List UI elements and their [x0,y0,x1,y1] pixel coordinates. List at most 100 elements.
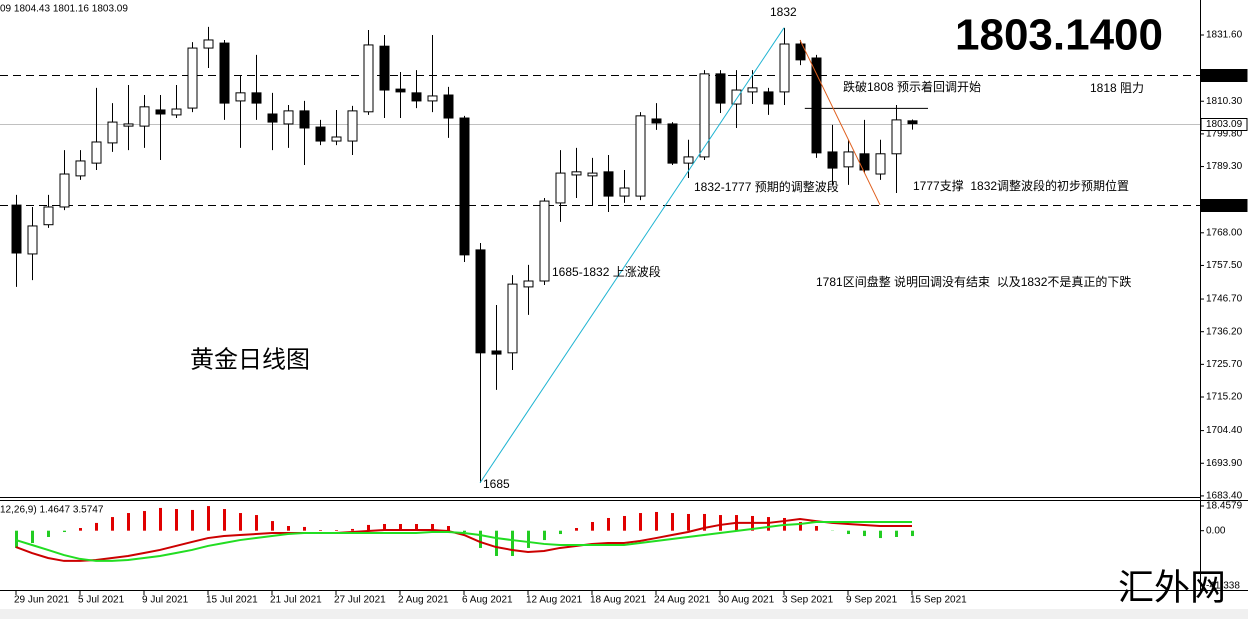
candle-body [907,120,918,125]
x-tick-label: 9 Sep 2021 [846,595,898,606]
candle-body [267,113,278,123]
x-tick-label: 2 Aug 2021 [398,595,449,606]
histogram-bar [719,515,722,531]
candle-body [459,117,470,256]
histogram-bar [895,530,898,537]
histogram-bar [863,530,866,537]
candle-body [491,350,502,355]
candle-body [43,206,54,226]
price-level-box [1200,199,1248,212]
candle-body [475,249,486,354]
histogram-bar [559,530,562,535]
candle-body [571,171,582,176]
candle-body [699,73,710,158]
price-level-box [1200,69,1248,82]
candle-body [379,45,390,91]
x-tick-label: 15 Sep 2021 [910,595,967,606]
y-tick-label: 1810.30 [1206,96,1243,107]
x-tick-label: 21 Jul 2021 [270,595,322,606]
x-tick-label: 12 Aug 2021 [526,595,583,606]
x-tick-label: 18 Aug 2021 [590,595,647,606]
histogram-bar [415,524,418,531]
candle-body [619,187,630,197]
histogram-bar [671,513,674,531]
y-tick-label: 1683.40 [1206,491,1243,502]
y-tick-label: 1799.80 [1206,129,1243,140]
candle-body [667,123,678,164]
candle-body [187,47,198,109]
histogram-bar [287,526,290,531]
indicator-line [15,520,912,562]
candle-body [91,141,102,164]
candle-body [155,109,166,115]
histogram-bar [271,521,274,531]
histogram-bar [319,530,322,531]
histogram-bar [399,524,402,531]
annotation: 1685 [483,477,510,491]
histogram-bar [639,513,642,531]
histogram-bar [463,530,466,533]
histogram-bar [703,513,706,531]
price-level-label: 1803.09 [1206,119,1243,130]
histogram-bar [575,528,578,531]
histogram-bar [527,530,530,548]
histogram-bar [799,521,802,531]
candle-body [747,87,758,93]
price-level-label: 1777.09 [1206,200,1243,211]
candle-body [331,136,342,142]
histogram-bar [367,524,370,531]
y-tick-label: 1704.40 [1206,425,1243,436]
y-tick-label: 18.4579 [1206,501,1243,512]
y-tick-label: -41.338 [1206,581,1240,592]
y-tick-label: 1757.50 [1206,260,1243,271]
annotation: 1685-1832 上涨波段 [552,264,661,279]
candle-body [203,39,214,49]
candle-body [763,91,774,105]
candle-body [171,108,182,116]
candle-body [587,172,598,177]
price-level-label: 1818.89 [1206,70,1243,81]
histogram-bar [879,530,882,539]
histogram-bar [159,507,162,531]
candle-body [251,92,262,104]
histogram-bar [623,515,626,531]
y-tick-label: 1768.00 [1206,227,1243,238]
trend-line [479,27,785,484]
histogram-bar [111,517,114,531]
candle-body [603,171,614,197]
histogram-bar [223,509,226,531]
histogram-bar [479,530,482,548]
candle-body [363,44,374,113]
price-banner: 1803.1400 [955,11,1163,60]
macd-header: 12,26,9) 1.4647 3.5747 [0,505,104,516]
histogram-bar [79,528,82,531]
histogram-bar [655,511,658,531]
candle-body [427,95,438,102]
histogram-bar [143,511,146,531]
candle-body [555,172,566,204]
candle-body [11,204,22,254]
annotation: 黄金日线图 [190,346,310,373]
annotation: 1832 [770,5,797,19]
candle-body [139,106,150,127]
histogram-bar [383,524,386,531]
candle-body [651,118,662,124]
candle-body [395,88,406,93]
histogram-bar [63,530,66,533]
histogram-bar [543,530,546,541]
histogram-bar [431,524,434,531]
histogram-bar [351,528,354,531]
x-tick-label: 6 Aug 2021 [462,595,513,606]
candle-body [843,151,854,168]
y-tick-label: 1725.70 [1206,359,1243,370]
y-tick-label: 1746.70 [1206,294,1243,305]
candle-body [443,94,454,119]
candle-body [859,153,870,171]
histogram-bar [591,521,594,531]
histogram-bar [303,526,306,531]
candle-body [75,160,86,177]
x-tick-label: 5 Jul 2021 [78,595,125,606]
indicator-line [15,518,912,562]
trend-line [799,39,881,206]
histogram-bar [495,530,498,556]
